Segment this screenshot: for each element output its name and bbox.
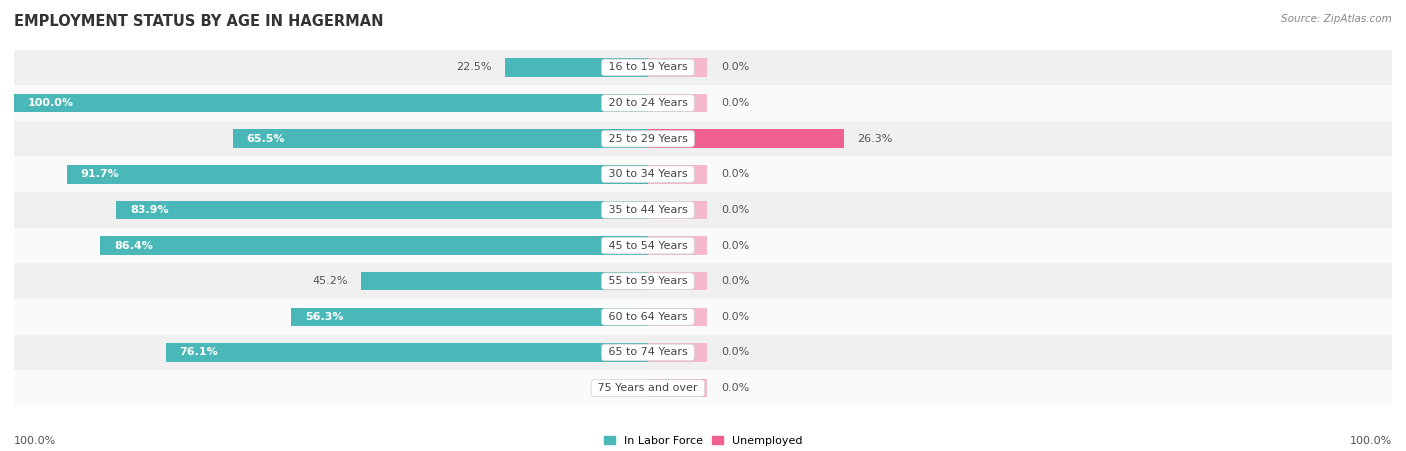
Text: 26.3%: 26.3% — [858, 133, 893, 144]
Legend: In Labor Force, Unemployed: In Labor Force, Unemployed — [599, 431, 807, 450]
Bar — [648, 129, 844, 148]
Text: 30 to 34 Years: 30 to 34 Years — [605, 169, 690, 179]
Text: 0.0%: 0.0% — [721, 205, 749, 215]
Text: 22.5%: 22.5% — [456, 62, 492, 73]
Bar — [648, 58, 707, 77]
Bar — [648, 236, 707, 255]
Bar — [648, 308, 707, 326]
FancyBboxPatch shape — [14, 192, 1392, 228]
Bar — [291, 308, 648, 326]
Text: 91.7%: 91.7% — [80, 169, 120, 179]
Bar — [648, 201, 707, 219]
Bar — [648, 343, 707, 362]
Text: 65 to 74 Years: 65 to 74 Years — [605, 347, 690, 358]
Bar — [648, 94, 707, 112]
Text: 56.3%: 56.3% — [305, 312, 343, 322]
Bar — [361, 272, 648, 290]
Text: 0.0%: 0.0% — [721, 312, 749, 322]
Text: Source: ZipAtlas.com: Source: ZipAtlas.com — [1281, 14, 1392, 23]
Bar — [166, 343, 648, 362]
Text: 0.0%: 0.0% — [721, 347, 749, 358]
Text: 45.2%: 45.2% — [312, 276, 347, 286]
FancyBboxPatch shape — [14, 228, 1392, 263]
Bar — [233, 129, 648, 148]
Bar — [100, 236, 648, 255]
Text: 20 to 24 Years: 20 to 24 Years — [605, 98, 692, 108]
FancyBboxPatch shape — [14, 263, 1392, 299]
Text: 60 to 64 Years: 60 to 64 Years — [605, 312, 690, 322]
Text: 55 to 59 Years: 55 to 59 Years — [605, 276, 690, 286]
Text: 100.0%: 100.0% — [14, 437, 56, 446]
Text: 0.0%: 0.0% — [721, 169, 749, 179]
FancyBboxPatch shape — [14, 299, 1392, 335]
Bar — [648, 165, 707, 184]
Text: 0.0%: 0.0% — [721, 383, 749, 393]
Text: 25 to 29 Years: 25 to 29 Years — [605, 133, 692, 144]
Bar — [117, 201, 648, 219]
FancyBboxPatch shape — [14, 50, 1392, 85]
FancyBboxPatch shape — [14, 85, 1392, 121]
Text: 0.0%: 0.0% — [721, 240, 749, 251]
Text: 0.0%: 0.0% — [721, 98, 749, 108]
Bar — [66, 165, 648, 184]
Text: 45 to 54 Years: 45 to 54 Years — [605, 240, 690, 251]
FancyBboxPatch shape — [14, 121, 1392, 156]
Text: 83.9%: 83.9% — [129, 205, 169, 215]
Bar — [648, 272, 707, 290]
FancyBboxPatch shape — [14, 335, 1392, 370]
Bar — [14, 94, 648, 112]
Text: 65.5%: 65.5% — [246, 133, 285, 144]
Text: 86.4%: 86.4% — [114, 240, 153, 251]
Bar — [648, 379, 707, 397]
Text: 0.0%: 0.0% — [721, 62, 749, 73]
Text: 100.0%: 100.0% — [1350, 437, 1392, 446]
Text: 100.0%: 100.0% — [28, 98, 75, 108]
Text: 75 Years and over: 75 Years and over — [595, 383, 702, 393]
Text: 76.1%: 76.1% — [180, 347, 218, 358]
Bar — [505, 58, 648, 77]
Text: 0.0%: 0.0% — [721, 276, 749, 286]
FancyBboxPatch shape — [14, 156, 1392, 192]
Text: 35 to 44 Years: 35 to 44 Years — [605, 205, 690, 215]
Text: 16 to 19 Years: 16 to 19 Years — [605, 62, 690, 73]
FancyBboxPatch shape — [14, 370, 1392, 406]
Text: EMPLOYMENT STATUS BY AGE IN HAGERMAN: EMPLOYMENT STATUS BY AGE IN HAGERMAN — [14, 14, 384, 28]
